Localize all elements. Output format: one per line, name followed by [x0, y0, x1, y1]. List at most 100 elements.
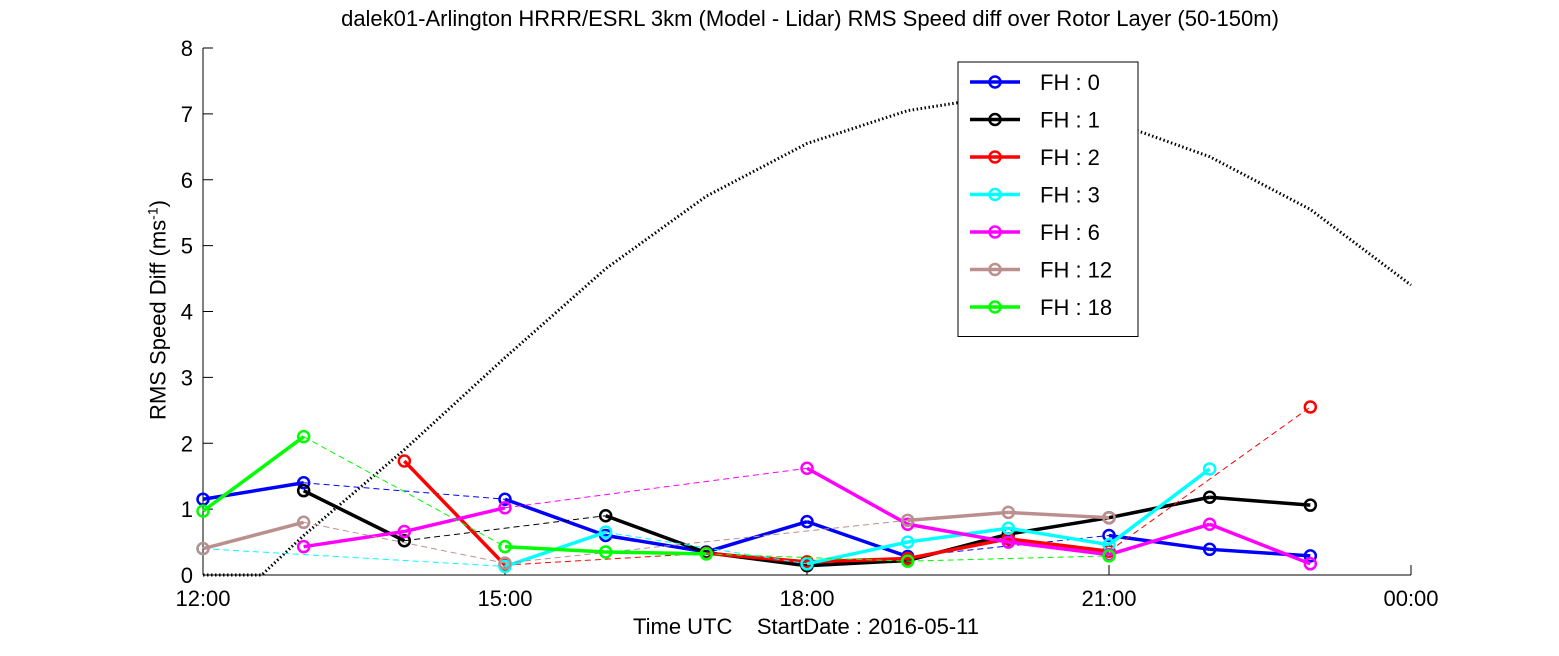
legend-marker — [988, 187, 1002, 202]
legend-marker — [988, 262, 1002, 277]
y-tick-label: 1 — [181, 497, 193, 522]
legend-marker — [988, 75, 1002, 89]
series-line-segment — [907, 537, 1009, 561]
data-point — [1202, 542, 1217, 557]
y-axis-label-end: ) — [145, 200, 171, 208]
series-line-segment — [1108, 533, 1210, 552]
series-dashed-segment — [504, 552, 707, 566]
legend-box — [957, 61, 1139, 337]
legend-label: FH : 1 — [1040, 108, 1100, 133]
data-point — [800, 514, 814, 529]
series-line-segment — [504, 544, 606, 554]
y-axis-label: RMS Speed Diff (ms-1) — [144, 200, 171, 420]
data-point — [296, 476, 311, 490]
series-line-segment — [806, 558, 908, 568]
series-line-segment — [806, 540, 909, 566]
data-point — [397, 524, 412, 539]
data-point — [296, 483, 311, 498]
y-tick-label: 6 — [181, 168, 193, 193]
series-line-segment — [303, 529, 405, 549]
x-tick-label: 15:00 — [477, 586, 532, 611]
data-point — [1001, 535, 1016, 549]
series-line-segment — [1008, 510, 1110, 520]
series-line-segment — [706, 551, 808, 564]
data-point — [296, 539, 311, 554]
series-line-segment — [1107, 467, 1211, 547]
y-tick-label: 7 — [181, 102, 193, 127]
data-point — [1102, 549, 1116, 563]
data-point — [1202, 490, 1217, 505]
series-line-segment — [1209, 522, 1311, 566]
series-dashed-segment — [303, 482, 506, 500]
series-line-segment — [605, 514, 707, 555]
data-point — [296, 429, 311, 444]
y-tick-label: 2 — [181, 431, 193, 456]
series-dashed-segment — [504, 519, 908, 564]
series-dashed-segment — [1108, 406, 1311, 552]
y-tick-label: 3 — [181, 365, 193, 390]
series-dashed-segment — [303, 521, 506, 564]
data-point — [1001, 505, 1016, 520]
data-point — [498, 501, 512, 515]
legend-label: FH : 3 — [1040, 183, 1100, 208]
dotted-curve — [203, 101, 1412, 577]
data-point — [1102, 528, 1116, 543]
series-5 — [196, 505, 1116, 570]
series-line-segment — [907, 526, 1009, 544]
legend-marker — [988, 300, 1002, 314]
data-point — [1303, 498, 1318, 512]
x-tick-label: 21:00 — [1081, 586, 1136, 611]
legend-label: FH : 2 — [1040, 145, 1100, 170]
data-point — [1202, 517, 1217, 532]
data-point — [699, 547, 714, 561]
series-line-segment — [1008, 526, 1110, 547]
data-point — [1001, 521, 1016, 535]
legend-label: FH : 6 — [1040, 220, 1100, 245]
legend-label: FH : 0 — [1040, 70, 1100, 95]
data-point — [598, 525, 613, 539]
data-point — [196, 504, 210, 518]
series-4 — [296, 461, 1318, 571]
legend-marker — [988, 112, 1002, 127]
data-point — [1102, 510, 1116, 525]
data-point — [196, 541, 210, 556]
series-dashed-segment — [404, 515, 606, 542]
series-dashed-segment — [303, 436, 506, 548]
legend-marker — [988, 225, 1002, 239]
data-point — [800, 557, 814, 571]
series-line-segment — [1008, 537, 1110, 554]
data-point — [397, 454, 412, 468]
y-tick-label: 0 — [181, 563, 193, 588]
series-dashed-segment — [202, 548, 506, 567]
y-tick-label: 5 — [181, 234, 193, 259]
series-6 — [196, 429, 1116, 568]
series-line-segment — [806, 519, 909, 559]
axes-box — [203, 48, 1411, 575]
data-point — [397, 533, 412, 548]
data-point — [598, 508, 613, 523]
series-line-segment — [202, 520, 305, 551]
legend-label: FH : 18 — [1040, 295, 1112, 320]
data-point — [498, 539, 512, 554]
series-line-segment — [1209, 495, 1311, 507]
series-line-segment — [907, 522, 1009, 544]
x-axis-label: Time UTC StartDate : 2016-05-11 — [632, 614, 980, 639]
series-dashed-segment — [706, 553, 908, 562]
series-dashed-segment — [907, 555, 1110, 562]
chart-title: dalek01-Arlington HRRR/ESRL 3km (Model -… — [341, 6, 1279, 31]
legend-label: FH : 12 — [1040, 258, 1112, 283]
data-point — [900, 513, 915, 528]
series-line-segment — [1209, 547, 1311, 558]
series-line-segment — [605, 533, 707, 554]
data-point — [1303, 557, 1318, 571]
data-point — [598, 545, 613, 559]
data-point — [1303, 549, 1318, 563]
y-axis-label-sup: -1 — [144, 207, 161, 220]
series-3 — [196, 462, 1217, 574]
series-line-segment — [201, 435, 305, 513]
y-tick-label: 8 — [181, 36, 193, 61]
legend-marker — [988, 150, 1002, 164]
series-line-segment — [403, 459, 507, 567]
data-point — [900, 535, 915, 549]
data-point — [498, 492, 512, 506]
